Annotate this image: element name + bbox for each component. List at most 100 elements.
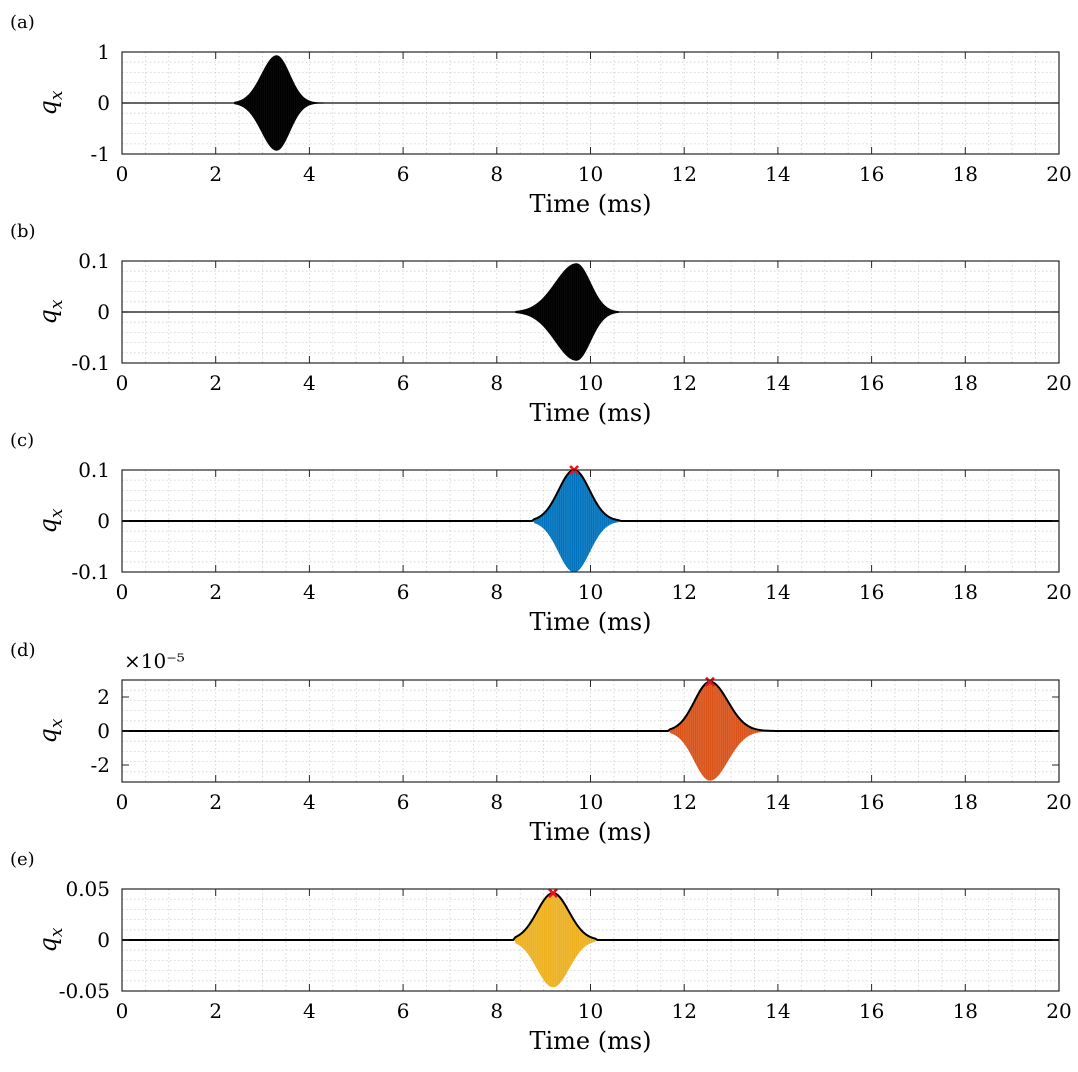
signal-waveform bbox=[234, 55, 324, 151]
x-axis-label: Time (ms) bbox=[529, 190, 651, 218]
x-tick-label: 20 bbox=[1046, 162, 1071, 186]
y-axis-label-base: q bbox=[34, 728, 62, 743]
y-axis-label: qx bbox=[34, 718, 67, 743]
x-tick-label: 18 bbox=[953, 999, 978, 1023]
x-tick-label: 12 bbox=[671, 790, 696, 814]
y-tick-label: -2 bbox=[91, 753, 110, 777]
y-axis-label-base: q bbox=[34, 937, 62, 952]
x-tick-label: 20 bbox=[1046, 371, 1071, 395]
x-tick-label: 4 bbox=[303, 999, 316, 1023]
signal-carrier bbox=[236, 55, 312, 151]
y-axis-label-subscript: x bbox=[47, 90, 67, 100]
x-tick-label: 16 bbox=[859, 580, 884, 604]
grid bbox=[122, 680, 1059, 782]
x-tick-label: 8 bbox=[490, 371, 503, 395]
x-tick-label: 14 bbox=[765, 371, 790, 395]
x-tick-label: 4 bbox=[303, 790, 316, 814]
signal-waveform bbox=[515, 263, 619, 361]
x-tick-label: 6 bbox=[397, 371, 410, 395]
envelope-line bbox=[122, 892, 1059, 941]
x-tick-label: 12 bbox=[671, 580, 696, 604]
signal-waveform bbox=[669, 681, 774, 781]
x-tick-label: 4 bbox=[303, 371, 316, 395]
x-tick-label: 2 bbox=[209, 162, 222, 186]
y-tick-label: -0.1 bbox=[71, 351, 110, 375]
x-tick-label: 14 bbox=[765, 162, 790, 186]
x-tick-label: 8 bbox=[490, 999, 503, 1023]
x-tick-label: 14 bbox=[765, 580, 790, 604]
y-exponent-label: ×10⁻⁵ bbox=[124, 649, 185, 673]
x-tick-label: 10 bbox=[578, 580, 603, 604]
x-tick-label: 0 bbox=[116, 999, 129, 1023]
x-axis-label: Time (ms) bbox=[529, 818, 651, 846]
x-tick-label: 18 bbox=[953, 790, 978, 814]
y-tick-label: -0.05 bbox=[59, 979, 110, 1003]
y-axis-label-base: q bbox=[34, 309, 62, 324]
signal-waveform bbox=[515, 892, 596, 988]
x-tick-label: 18 bbox=[953, 371, 978, 395]
x-tick-label: 10 bbox=[578, 371, 603, 395]
x-tick-label: 8 bbox=[490, 162, 503, 186]
x-tick-label: 16 bbox=[859, 162, 884, 186]
x-tick-label: 10 bbox=[578, 999, 603, 1023]
x-tick-label: 10 bbox=[578, 162, 603, 186]
x-tick-label: 8 bbox=[490, 580, 503, 604]
y-axis-label: qx bbox=[34, 299, 67, 324]
x-tick-label: 12 bbox=[671, 371, 696, 395]
x-tick-label: 2 bbox=[209, 790, 222, 814]
y-tick-label: 0 bbox=[97, 91, 110, 115]
x-tick-label: 0 bbox=[116, 580, 129, 604]
x-tick-label: 6 bbox=[397, 999, 410, 1023]
x-axis-label: Time (ms) bbox=[529, 399, 651, 427]
y-tick-label: -0.1 bbox=[71, 560, 110, 584]
y-tick-label: 2 bbox=[97, 685, 110, 709]
x-tick-label: 8 bbox=[490, 790, 503, 814]
x-tick-label: 2 bbox=[209, 580, 222, 604]
panel-label: (d) bbox=[10, 640, 36, 661]
y-axis-label-subscript: x bbox=[47, 508, 67, 518]
peak-marker bbox=[548, 888, 558, 898]
y-axis-label: qx bbox=[34, 927, 67, 952]
y-tick-label: 0.05 bbox=[65, 877, 110, 901]
y-tick-label: 1 bbox=[97, 40, 110, 64]
x-tick-label: 0 bbox=[116, 790, 129, 814]
x-axis-label: Time (ms) bbox=[529, 1027, 651, 1055]
signal-carrier bbox=[534, 470, 617, 572]
y-tick-label: 0 bbox=[97, 300, 110, 324]
signal-carrier bbox=[519, 263, 616, 361]
y-tick-label: 0 bbox=[97, 928, 110, 952]
peak-marker bbox=[705, 676, 715, 687]
signal-carrier bbox=[515, 893, 595, 987]
x-tick-label: 6 bbox=[397, 580, 410, 604]
x-tick-label: 6 bbox=[397, 162, 410, 186]
x-tick-label: 2 bbox=[209, 371, 222, 395]
y-axis-label-subscript: x bbox=[47, 927, 67, 937]
x-tick-label: 16 bbox=[859, 790, 884, 814]
panel-label: (a) bbox=[10, 12, 35, 33]
y-tick-label: -1 bbox=[91, 142, 110, 166]
envelope-line bbox=[122, 680, 1059, 732]
x-tick-label: 10 bbox=[578, 790, 603, 814]
x-tick-label: 16 bbox=[859, 999, 884, 1023]
y-axis-label-subscript: x bbox=[47, 299, 67, 309]
x-tick-label: 14 bbox=[765, 999, 790, 1023]
x-tick-label: 0 bbox=[116, 162, 129, 186]
grid bbox=[122, 889, 1059, 991]
peak-marker-stroke bbox=[705, 676, 715, 687]
x-tick-label: 12 bbox=[671, 999, 696, 1023]
envelope-line bbox=[122, 468, 1059, 522]
peak-marker-stroke bbox=[548, 888, 558, 898]
x-axis-label: Time (ms) bbox=[529, 608, 651, 636]
x-tick-label: 2 bbox=[209, 999, 222, 1023]
y-axis-label-subscript: x bbox=[47, 718, 67, 728]
signal-carrier bbox=[669, 681, 759, 781]
x-tick-label: 18 bbox=[953, 162, 978, 186]
x-tick-label: 14 bbox=[765, 790, 790, 814]
x-tick-label: 20 bbox=[1046, 790, 1071, 814]
x-tick-label: 20 bbox=[1046, 580, 1071, 604]
x-tick-label: 12 bbox=[671, 162, 696, 186]
